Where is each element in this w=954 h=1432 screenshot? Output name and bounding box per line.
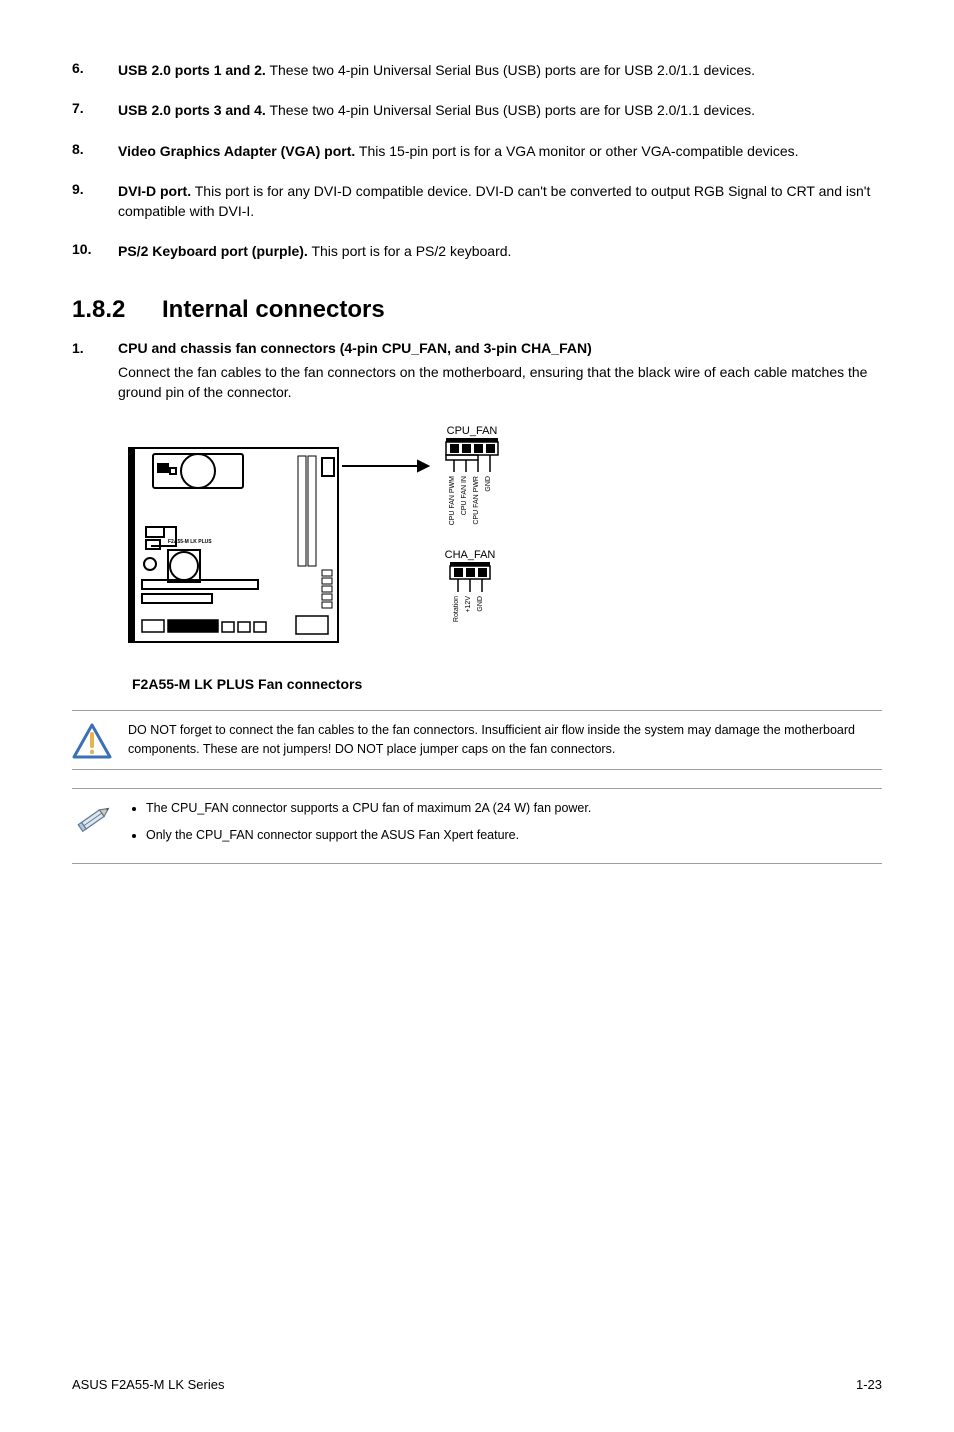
item-number: 8. [72, 141, 118, 161]
cha-fan-pin-2: GND [477, 596, 484, 612]
footer-left: ASUS F2A55-M LK Series [72, 1377, 224, 1392]
item-body: USB 2.0 ports 3 and 4. These two 4-pin U… [118, 100, 882, 120]
numbered-item: 10.PS/2 Keyboard port (purple). This por… [72, 241, 882, 261]
cpu-fan-pin-1: CPU FAN IN [461, 476, 468, 515]
item-text: This port is for a PS/2 keyboard. [308, 243, 512, 259]
pencil-icon [72, 799, 128, 853]
warning-note: DO NOT forget to connect the fan cables … [72, 710, 882, 770]
board-label: F2A55-M LK PLUS [168, 539, 212, 545]
cha-fan-label: CHA_FAN [445, 549, 496, 561]
numbered-item: 7.USB 2.0 ports 3 and 4. These two 4-pin… [72, 100, 882, 120]
item-title: PS/2 Keyboard port (purple). [118, 243, 308, 259]
cpu-fan-pin-2: CPU FAN PWR [473, 476, 480, 525]
numbered-item: 6.USB 2.0 ports 1 and 2. These two 4-pin… [72, 60, 882, 80]
item-number: 10. [72, 241, 118, 261]
cha-fan-pin-1: +12V [465, 596, 472, 613]
info-note: The CPU_FAN connector supports a CPU fan… [72, 788, 882, 864]
item-number: 7. [72, 100, 118, 120]
section-number: 1.8.2 [72, 296, 162, 324]
subitem: 1. CPU and chassis fan connectors (4-pin… [72, 340, 882, 403]
item-text: These two 4-pin Universal Serial Bus (US… [266, 102, 755, 118]
item-number: 9. [72, 181, 118, 222]
item-title: USB 2.0 ports 3 and 4. [118, 102, 266, 118]
cpu-fan-pin-0: CPU FAN PWM [449, 476, 456, 526]
info-note-item: Only the CPU_FAN connector support the A… [146, 826, 882, 845]
item-text: This port is for any DVI-D compatible de… [118, 183, 870, 219]
numbered-item: 9.DVI-D port. This port is for any DVI-D… [72, 181, 882, 222]
item-text: This 15-pin port is for a VGA monitor or… [355, 143, 798, 159]
subitem-title: CPU and chassis fan connectors (4-pin CP… [118, 340, 882, 356]
item-body: DVI-D port. This port is for any DVI-D c… [118, 181, 882, 222]
item-body: Video Graphics Adapter (VGA) port. This … [118, 141, 882, 161]
item-title: DVI-D port. [118, 183, 191, 199]
item-number: 6. [72, 60, 118, 80]
item-text: These two 4-pin Universal Serial Bus (US… [266, 62, 755, 78]
item-title: Video Graphics Adapter (VGA) port. [118, 143, 355, 159]
item-body: USB 2.0 ports 1 and 2. These two 4-pin U… [118, 60, 882, 80]
diagram-caption: F2A55-M LK PLUS Fan connectors [132, 676, 882, 692]
item-body: PS/2 Keyboard port (purple). This port i… [118, 241, 882, 261]
cpu-fan-label: CPU_FAN [447, 425, 498, 437]
page-footer: ASUS F2A55-M LK Series 1-23 [72, 1377, 882, 1392]
section-title: Internal connectors [162, 296, 385, 323]
section-heading: 1.8.2Internal connectors [72, 296, 882, 324]
warning-triangle-icon [72, 721, 128, 759]
subitem-number: 1. [72, 340, 118, 403]
footer-right: 1-23 [856, 1377, 882, 1392]
info-note-item: The CPU_FAN connector supports a CPU fan… [146, 799, 882, 818]
cha-fan-pin-0: Rotation [453, 596, 460, 622]
subitem-description: Connect the fan cables to the fan connec… [118, 362, 882, 403]
warning-text: DO NOT forget to connect the fan cables … [128, 721, 882, 759]
item-title: USB 2.0 ports 1 and 2. [118, 62, 266, 78]
fan-connectors-diagram: F2A55-M LK PLUS CPU_FAN CPU FAN PWM CPU … [128, 420, 882, 692]
cpu-fan-pin-3: GND [485, 476, 492, 492]
numbered-item: 8.Video Graphics Adapter (VGA) port. Thi… [72, 141, 882, 161]
